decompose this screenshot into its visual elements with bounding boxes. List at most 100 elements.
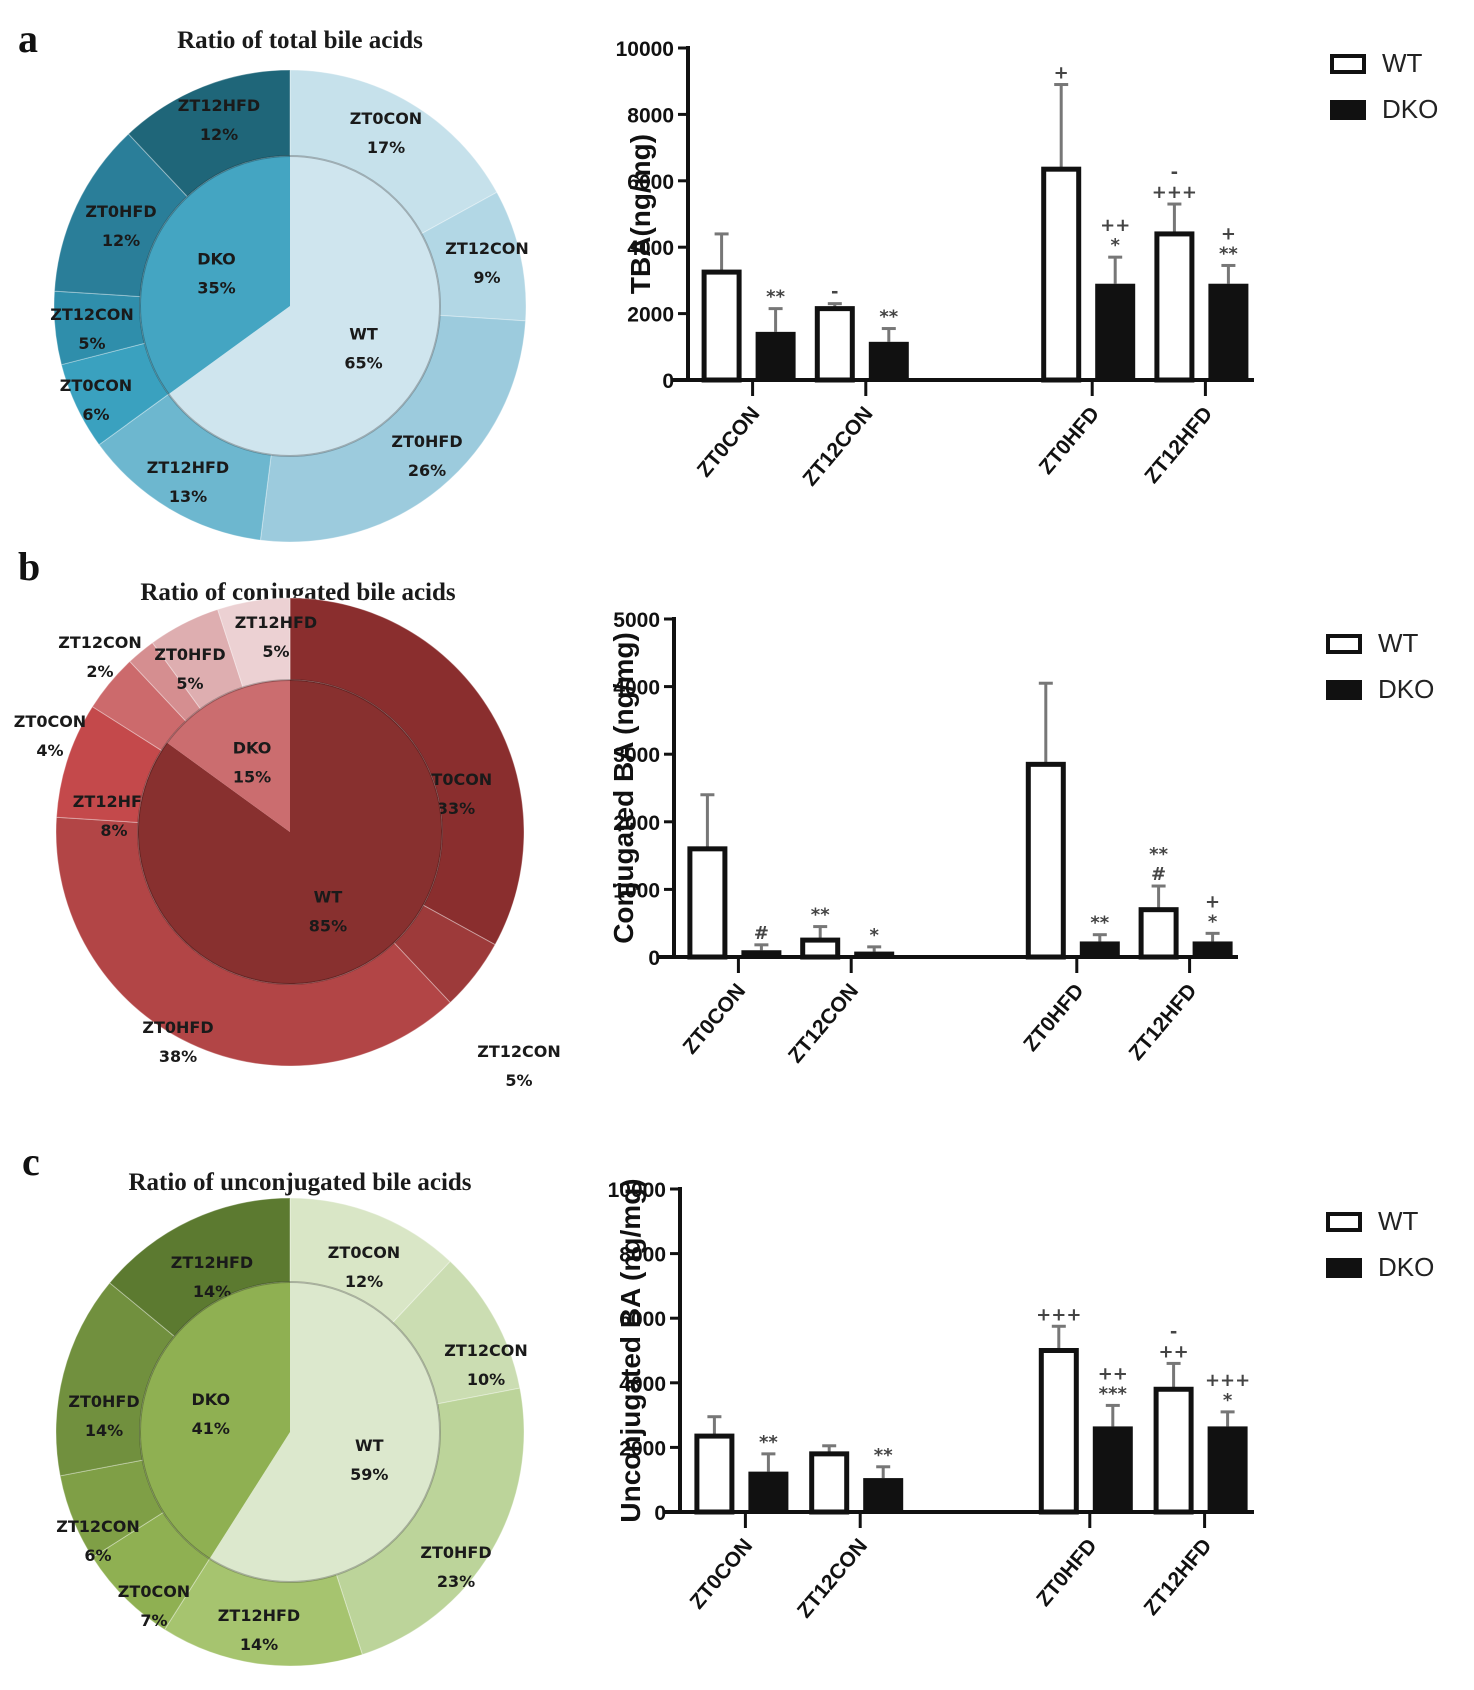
- inner-slice-wt: [209, 1282, 440, 1582]
- outer-slice-label-line: 14%: [85, 1421, 123, 1440]
- panel-letter-b: b: [18, 544, 40, 589]
- bar-dko: [868, 341, 909, 380]
- significance-marker: *: [1110, 235, 1120, 256]
- y-tick-label: 4000: [619, 1373, 666, 1396]
- legend: WT DKO: [1326, 1206, 1434, 1282]
- significance-marker: **: [1149, 844, 1168, 865]
- outer-slice-label-line: 5%: [176, 674, 203, 693]
- bar-wt: [701, 269, 742, 383]
- significance-marker: ***: [1099, 1383, 1128, 1404]
- outer-slice-label: ZT12HFD 14%: [218, 1606, 300, 1654]
- inner-slice-label-line: DKO: [233, 739, 272, 758]
- y-tick-label: 8000: [619, 1244, 666, 1267]
- y-tick-label: 2000: [613, 812, 660, 835]
- inner-slice-label: DKO 35%: [197, 250, 236, 298]
- significance-marker: +: [1054, 63, 1069, 84]
- outer-slice-label-line: ZT12HFD: [218, 1606, 300, 1625]
- significance-marker: +: [1221, 223, 1236, 244]
- outer-slice-label-line: ZT12HFD: [147, 458, 229, 477]
- x-tick-label: ZT0CON: [693, 402, 765, 481]
- x-tick-label: ZT12HFD: [1140, 402, 1217, 487]
- y-tick-label: 0: [662, 370, 674, 393]
- x-tick-label: ZT0HFD: [1019, 979, 1088, 1055]
- legend-label-dko: DKO: [1382, 94, 1438, 124]
- significance-marker: *: [1208, 911, 1218, 932]
- significance-marker: -: [831, 282, 838, 303]
- bar-dko: [1207, 1426, 1248, 1512]
- bar-wt: [814, 306, 855, 383]
- y-tick-label: 3000: [613, 744, 660, 767]
- significance-marker: +++: [1036, 1304, 1081, 1325]
- bar-wt: [1025, 761, 1066, 960]
- significance-marker: **: [879, 307, 898, 328]
- y-tick-label: 6000: [627, 171, 674, 194]
- significance-marker: **: [766, 287, 785, 308]
- outer-slice-label: ZT12HFD 12%: [178, 96, 260, 144]
- outer-slice-label-line: ZT12HFD: [235, 613, 317, 632]
- outer-slice-label: ZT12HFD 5%: [235, 613, 317, 661]
- outer-slice-label-line: ZT0HFD: [142, 1018, 213, 1037]
- legend-swatch-dko: [1326, 680, 1362, 700]
- inner-slice-label: DKO 15%: [233, 739, 272, 787]
- x-tick-label: ZT12CON: [793, 1534, 872, 1622]
- outer-slice-label-line: 6%: [82, 405, 109, 424]
- y-tick-label: 10000: [616, 38, 674, 61]
- legend-label-dko: DKO: [1378, 674, 1434, 704]
- outer-slice-label: ZT0CON 7%: [118, 1582, 190, 1630]
- y-tick-label: 6000: [619, 1308, 666, 1331]
- y-tick-label: 2000: [619, 1437, 666, 1460]
- outer-slice-label-line: ZT0HFD: [420, 1543, 491, 1562]
- significance-marker: +++: [1205, 1370, 1250, 1391]
- bar-dko: [854, 951, 895, 957]
- bar-wt: [1153, 1386, 1194, 1515]
- outer-slice-label-line: 9%: [473, 268, 500, 287]
- outer-slice-label: ZT0CON 6%: [60, 376, 132, 424]
- legend-swatch-wt: [1326, 634, 1362, 654]
- outer-slice-label-line: ZT12CON: [444, 1341, 528, 1360]
- legend-label-dko: DKO: [1378, 1252, 1434, 1282]
- outer-slice-label-line: 2%: [86, 662, 113, 681]
- outer-slice-label-line: 6%: [84, 1546, 111, 1565]
- inner-ring-border: [139, 1281, 441, 1583]
- outer-slice-label: ZT12CON 5%: [50, 305, 134, 353]
- significance-marker: #: [754, 923, 769, 944]
- inner-slice-label-line: 59%: [350, 1465, 388, 1484]
- bar-wt: [687, 846, 728, 960]
- outer-slice-label-line: ZT0CON: [118, 1582, 190, 1601]
- pie-title-a: Ratio of total bile acids: [177, 27, 423, 54]
- bar-dko: [1095, 283, 1136, 380]
- outer-slice-label-line: 33%: [437, 799, 475, 818]
- outer-slice-label: ZT0CON 12%: [328, 1243, 400, 1291]
- outer-slice-label-line: ZT12HFD: [178, 96, 260, 115]
- outer-slice-label: ZT0CON 33%: [420, 770, 492, 818]
- significance-marker: ++: [1159, 1341, 1189, 1362]
- outer-slice-label-line: 5%: [262, 642, 289, 661]
- outer-slice-label: ZT0HFD 14%: [68, 1392, 139, 1440]
- y-tick-label: 10000: [608, 1179, 666, 1202]
- outer-slice-label: ZT0CON 17%: [350, 109, 422, 157]
- y-tick-label: 8000: [627, 104, 674, 127]
- inner-slice-dko: [140, 1282, 290, 1559]
- inner-slice-label-line: WT: [314, 887, 343, 906]
- significance-marker: **: [811, 905, 830, 926]
- x-tick-label: ZT0HFD: [1032, 1534, 1101, 1610]
- legend-swatch-dko: [1326, 1258, 1362, 1278]
- outer-slice-label: ZT12CON 9%: [445, 239, 529, 287]
- panel-letter-c: c: [22, 1139, 40, 1184]
- legend-swatch-wt: [1326, 1212, 1362, 1232]
- significance-marker: **: [1090, 913, 1109, 934]
- outer-slice-label-line: ZT0HFD: [85, 202, 156, 221]
- pie-chart-total: ZT0CON 17% ZT12CON 9% ZT0HFD 26% ZT12HFD 13% ZT0…: [50, 69, 529, 543]
- outer-slice-label-line: 5%: [505, 1071, 532, 1090]
- outer-slice-label: ZT12HFD 13%: [147, 458, 229, 506]
- outer-slice-label: ZT12HFD 8%: [73, 792, 155, 840]
- y-axis-title: Conjugated BA (ng/mg): [608, 632, 639, 944]
- bar-wt: [1038, 1348, 1079, 1515]
- significance-marker: *: [869, 925, 879, 946]
- legend-label-wt: WT: [1382, 48, 1423, 78]
- x-tick-label: ZT12CON: [784, 979, 863, 1067]
- x-tick-label: ZT12HFD: [1125, 979, 1202, 1064]
